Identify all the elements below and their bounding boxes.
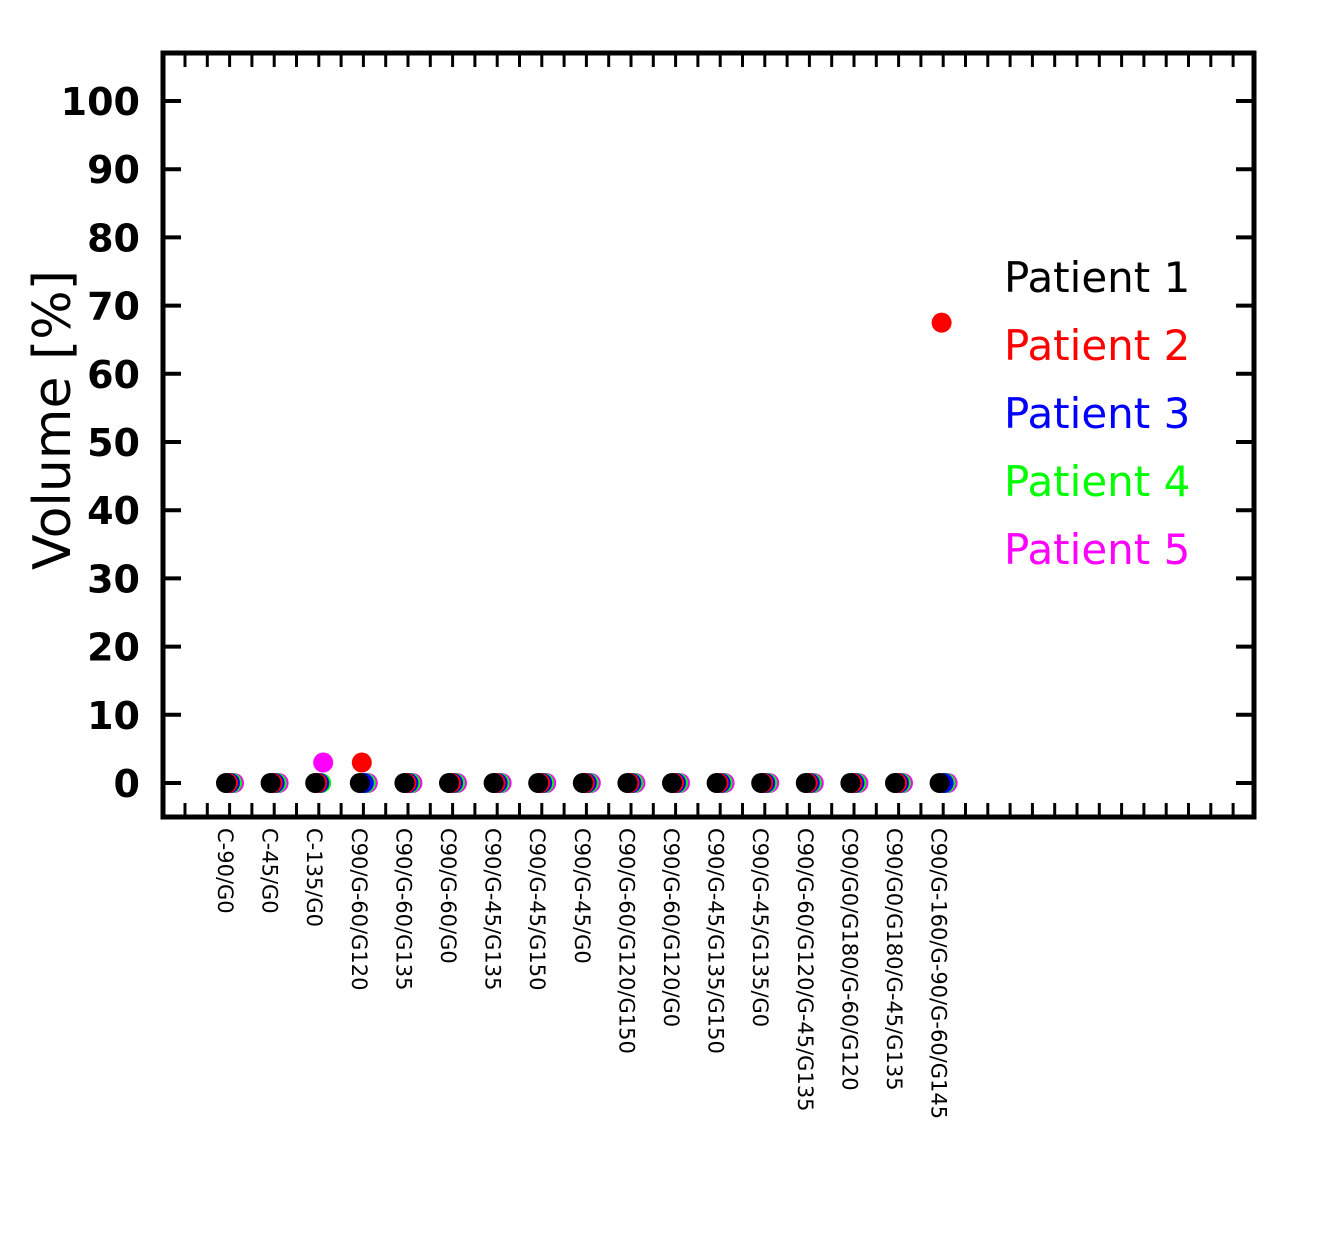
data-point-patient-1	[706, 773, 727, 793]
legend-entry: Patient 3	[1004, 389, 1190, 438]
legend: Patient 1 Patient 2 Patient 3 Patient 4 Pati…	[1004, 253, 1190, 574]
y-tick-label: 60	[87, 353, 140, 397]
legend-entry: Patient 2	[1004, 321, 1190, 370]
x-tick-label: C90/G-60/G0	[436, 828, 460, 964]
x-tick-label: C90/G-160/G-90/G-60/G145	[927, 828, 951, 1119]
y-tick-label: 30	[87, 557, 140, 601]
plot-frame	[160, 50, 1257, 820]
x-tick-label: C90/G0/G180/G-45/G135	[882, 828, 906, 1091]
data-point-patient-1	[795, 773, 816, 793]
x-tick-label: C90/G-60/G120/G-45/G135	[793, 828, 817, 1112]
y-tick-label: 20	[87, 626, 140, 670]
x-tick-label: C90/G-45/G135/G0	[748, 828, 772, 1027]
x-tick-label: C90/G-60/G135	[391, 828, 415, 990]
y-tick-label: 70	[87, 285, 140, 329]
data-point-patient-1	[617, 773, 638, 793]
y-tick-label: 50	[87, 421, 140, 465]
data-point-patient-2	[351, 752, 372, 773]
legend-entry: Patient 1	[1004, 253, 1190, 302]
x-tick-label: C90/G-60/G120/G0	[659, 828, 683, 1027]
x-tick-label: C-135/G0	[302, 828, 326, 927]
y-tick-labels: 0 10 20 30 40 50 60 70 80 90 100	[61, 80, 140, 806]
data-point-patient-5	[313, 752, 334, 773]
data-point-patient-1	[260, 773, 281, 793]
y-axis-label: Volume [%]	[23, 270, 83, 570]
x-tick-label: C90/G-60/G120/G150	[614, 828, 638, 1054]
x-tick-label: C90/G-45/G150	[525, 828, 549, 990]
data-point-patient-2	[931, 312, 952, 333]
data-point-patient-1	[483, 773, 504, 793]
data-point-patient-1	[572, 773, 593, 793]
data-point-patient-1	[662, 773, 682, 793]
x-tick-label: C-45/G0	[258, 828, 282, 914]
data-point-patient-1	[216, 773, 236, 793]
data-point-patient-1	[394, 773, 415, 793]
y-tick-label: 0	[114, 762, 140, 806]
x-tick-label: C90/G-45/G0	[570, 828, 594, 964]
y-tick-label: 40	[87, 489, 140, 533]
data-point-patient-1	[528, 773, 549, 793]
y-tick-label: 80	[87, 216, 140, 260]
x-tick-label: C90/G-45/G135/G150	[704, 828, 728, 1054]
y-tick-label: 90	[87, 148, 140, 192]
data-point-patient-1	[751, 773, 772, 793]
data-point-patient-1	[929, 773, 950, 793]
data-point-patient-1	[885, 773, 905, 793]
x-tick-label: C90/G-60/G120	[347, 828, 371, 990]
x-tick-label: C90/G0/G180/G-60/G120	[837, 828, 861, 1091]
data-point-patient-1	[840, 773, 861, 793]
x-tick-label: C-90/G0	[213, 828, 237, 914]
y-tick-label: 10	[87, 694, 140, 738]
x-tick-label: C90/G-45/G135	[481, 828, 505, 990]
legend-entry: Patient 4	[1004, 457, 1190, 506]
legend-entry: Patient 5	[1004, 525, 1190, 574]
data-points	[216, 312, 958, 793]
data-point-patient-1	[305, 773, 326, 793]
data-point-patient-1	[349, 773, 370, 793]
y-tick-label: 100	[61, 80, 140, 124]
x-tick-labels: C-90/G0 C-45/G0 C-135/G0 C90/G-60/G120 C90/G…	[213, 828, 951, 1119]
data-point-patient-1	[439, 773, 459, 793]
